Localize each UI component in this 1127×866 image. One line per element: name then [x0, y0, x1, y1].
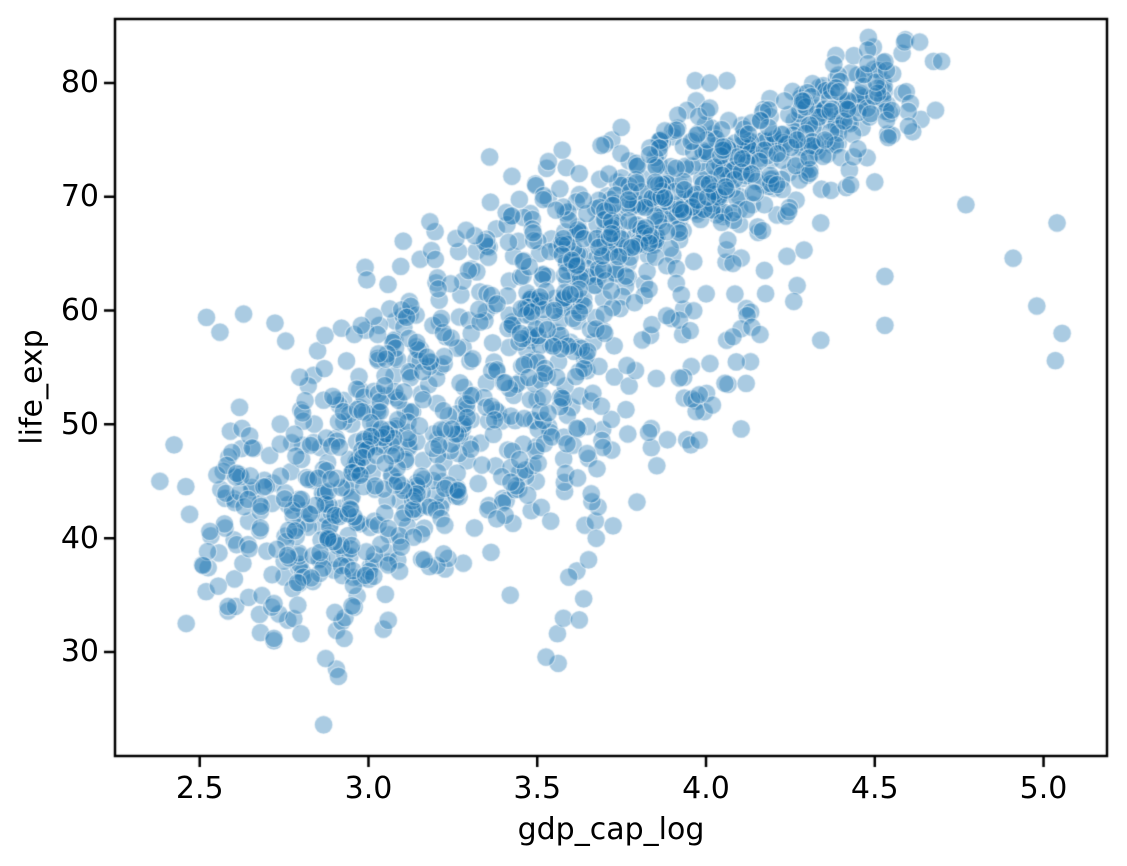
x-tick-label: 4.5 [850, 771, 899, 806]
x-tick-label: 3.5 [513, 771, 562, 806]
y-tick-label: 30 [60, 634, 99, 670]
x-axis-label: gdp_cap_log [517, 812, 705, 847]
y-tick-label: 60 [60, 293, 99, 329]
x-tick-label: 4.0 [682, 771, 730, 806]
y-tick-label: 70 [60, 179, 99, 215]
x-tick-label: 2.5 [175, 771, 224, 806]
x-tick-label: 3.0 [344, 771, 393, 806]
y-axis-label: life_exp [14, 329, 50, 445]
x-tick-label: 5.0 [1019, 771, 1068, 806]
y-tick-label: 80 [60, 65, 99, 101]
y-tick-label: 40 [60, 520, 99, 556]
y-tick-label: 50 [60, 406, 99, 442]
